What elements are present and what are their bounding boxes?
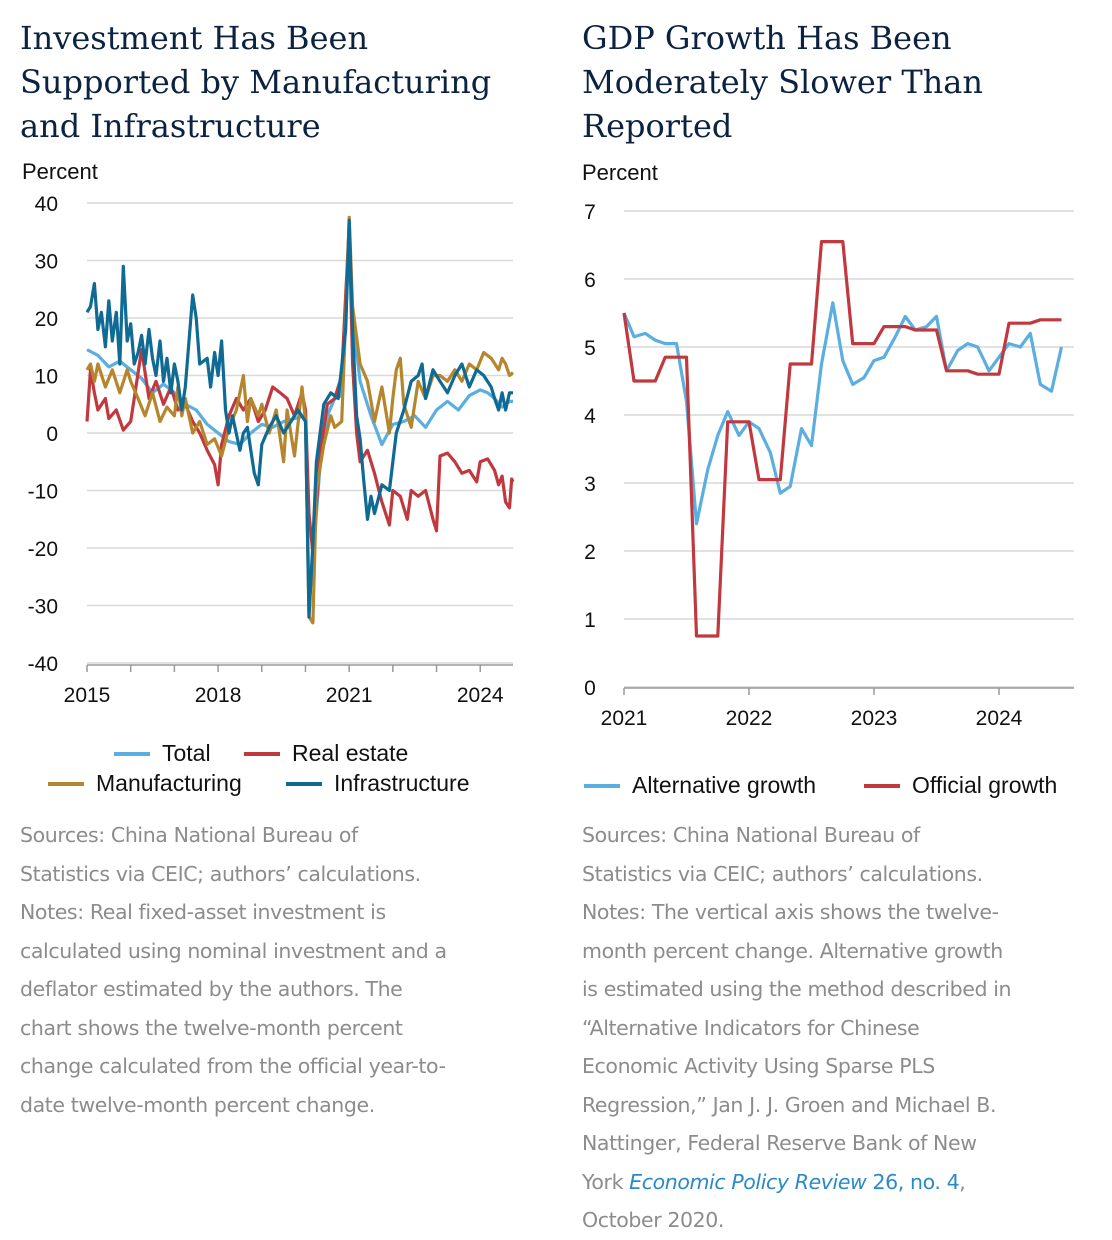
right-title-line: GDP Growth Has Been — [582, 19, 952, 57]
right-notes-line: Notes: The vertical axis shows the twelv… — [582, 900, 999, 924]
legend-swatch-official — [864, 783, 900, 788]
y-tick-label: 10 — [35, 366, 58, 389]
x-tick-label: 2024 — [976, 707, 1023, 730]
legend-swatch-alternative — [584, 783, 620, 788]
left-notes-line: Statistics via CEIC; authors’ calculatio… — [20, 861, 421, 886]
x-tick-label: 2021 — [601, 707, 648, 730]
y-tick-label: 40 — [35, 193, 58, 216]
right-notes-line: October 2020. — [582, 1208, 725, 1232]
citation-prefix: York — [582, 1169, 630, 1194]
legend-item-official-growth: Official growth — [864, 772, 1057, 799]
y-tick-label: 2 — [584, 541, 596, 564]
right-notes: Sources: China National Bureau of Statis… — [582, 816, 1102, 1240]
x-tick-label: 2015 — [64, 684, 111, 707]
legend-item-real-estate: Real estate — [244, 740, 408, 767]
legend-item-alternative-growth: Alternative growth — [584, 772, 816, 799]
right-notes-line: is estimated using the method described … — [582, 977, 1012, 1001]
legend-item-infrastructure: Infrastructure — [286, 770, 470, 797]
right-notes-line: “Alternative Indicators for Chinese — [582, 1015, 920, 1040]
y-tick-label: -10 — [28, 481, 58, 504]
left-notes: Sources: China National Bureau of Statis… — [20, 816, 520, 1124]
left-title-line: Investment Has Been — [20, 19, 369, 57]
y-tick-label: 4 — [584, 405, 596, 428]
legend-label-total: Total — [162, 740, 211, 766]
left-panel: Investment Has Been Supported by Manufac… — [20, 0, 540, 1238]
right-notes-line: Sources: China National Bureau of — [582, 823, 920, 847]
left-notes-line: Sources: China National Bureau of — [20, 823, 358, 847]
legend-item-total: Total — [114, 740, 211, 767]
series-line-manufacturing — [85, 215, 515, 625]
legend-swatch-real-estate — [244, 751, 280, 756]
y-tick-label: 20 — [35, 308, 58, 331]
investment-line-chart: Percent 40 30 20 10 0 -10 -20 -30 -40 2015 2018 2021… — [22, 159, 515, 707]
legend-label-manufacturing: Manufacturing — [96, 770, 242, 796]
left-notes-line: change calculated from the official year… — [20, 1054, 446, 1078]
legend-swatch-manufacturing — [48, 781, 84, 786]
x-tick-label: 2024 — [457, 684, 504, 707]
x-tick-label: 2018 — [195, 684, 242, 707]
right-notes-citation-line: York Economic Policy Review 26, no. 4, — [582, 1163, 1102, 1202]
right-panel: GDP Growth Has Been Moderately Slower Th… — [582, 0, 1102, 1238]
right-title-line: Moderately Slower Than — [582, 63, 983, 101]
right-chart-title: GDP Growth Has Been Moderately Slower Th… — [582, 16, 1092, 148]
left-title-line: and Infrastructure — [20, 107, 321, 145]
left-notes-line: calculated using nominal investment and … — [20, 938, 447, 963]
y-tick-label: -20 — [28, 538, 58, 561]
left-notes-line: chart shows the twelve-month percent — [20, 1015, 403, 1040]
journal-link[interactable]: Economic Policy Review — [629, 1169, 867, 1194]
legend-label-official: Official growth — [912, 772, 1058, 798]
right-title-line: Reported — [582, 107, 733, 145]
y-tick-label: 1 — [584, 609, 596, 632]
series-line-alternative — [622, 301, 1064, 526]
left-title-line: Supported by Manufacturing — [20, 63, 492, 101]
series-line-official — [622, 240, 1062, 638]
x-tick-label: 2021 — [326, 684, 373, 707]
left-notes-line: deflator estimated by the authors. The — [20, 977, 403, 1001]
legend-label-infrastructure: Infrastructure — [334, 770, 470, 796]
y-tick-label: 6 — [584, 269, 596, 292]
legend-label-alternative: Alternative growth — [632, 772, 817, 798]
citation-suffix: , — [959, 1169, 966, 1194]
right-notes-line: Economic Activity Using Sparse PLS — [582, 1054, 935, 1078]
left-chart-title: Investment Has Been Supported by Manufac… — [20, 16, 530, 148]
x-tick-label: 2023 — [851, 707, 898, 730]
y-axis-label: Percent — [22, 159, 98, 184]
y-tick-label: 0 — [46, 423, 58, 446]
legend-swatch-total — [114, 751, 150, 756]
right-notes-line: Regression,” Jan J. J. Groen and Michael… — [582, 1092, 997, 1117]
y-tick-label: 7 — [584, 201, 596, 224]
y-tick-label: -40 — [28, 653, 58, 676]
legend-item-manufacturing: Manufacturing — [48, 770, 242, 797]
right-notes-line: Statistics via CEIC; authors’ calculatio… — [582, 861, 983, 886]
left-notes-line: date twelve-month percent change. — [20, 1092, 375, 1117]
left-notes-line: Notes: Real fixed-asset investment is — [20, 900, 386, 924]
issue-link[interactable]: 26, no. 4 — [866, 1169, 960, 1194]
series-line-infrastructure — [85, 218, 513, 619]
x-tick-label: 2022 — [726, 707, 773, 730]
y-axis-label: Percent — [582, 160, 658, 185]
right-notes-line: Nattinger, Federal Reserve Bank of New — [582, 1131, 977, 1155]
y-tick-label: 5 — [584, 337, 596, 360]
legend-swatch-infrastructure — [286, 781, 322, 786]
y-tick-label: 3 — [584, 473, 596, 496]
right-notes-line: month percent change. Alternative growth — [582, 938, 1003, 963]
y-tick-label: 30 — [35, 251, 58, 274]
legend-label-real-estate: Real estate — [292, 740, 409, 766]
y-tick-label: -30 — [28, 596, 58, 619]
y-tick-label: 0 — [584, 677, 596, 700]
